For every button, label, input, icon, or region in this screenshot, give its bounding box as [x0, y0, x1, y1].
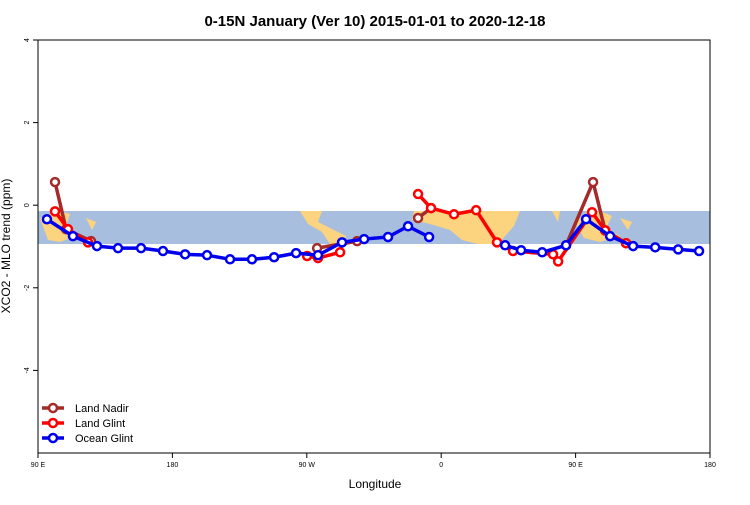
data-point	[470, 204, 482, 216]
plot-frame	[37, 39, 711, 454]
data-point	[358, 233, 370, 245]
legend-marker	[47, 402, 59, 414]
data-point	[224, 254, 236, 265]
data-point	[425, 202, 437, 214]
x-tick-label: 180	[167, 462, 179, 469]
data-point	[41, 213, 53, 225]
data-point	[491, 237, 503, 248]
data-point	[91, 240, 103, 252]
data-point	[499, 240, 511, 251]
data-point	[268, 251, 280, 263]
data-point	[336, 237, 348, 248]
x-tick-label: 0	[439, 462, 443, 469]
legend-label: Land Nadir	[75, 403, 129, 415]
y-tick-label: 0	[24, 203, 31, 207]
data-point	[290, 247, 302, 259]
x-tick-label: 90 E	[31, 462, 46, 469]
data-point	[112, 242, 124, 254]
data-point	[552, 256, 564, 267]
y-tick-label: 2	[24, 121, 31, 125]
legend-marker	[47, 417, 59, 429]
data-point	[201, 249, 213, 261]
data-point	[693, 245, 705, 257]
data-point	[382, 231, 394, 243]
data-point	[67, 230, 79, 242]
data-point	[627, 240, 639, 252]
x-tick-label: 180	[704, 462, 716, 469]
data-point	[672, 244, 684, 255]
data-point	[586, 206, 598, 218]
data-point	[157, 245, 169, 257]
data-point	[135, 242, 147, 254]
data-point	[423, 231, 435, 243]
data-point	[49, 176, 61, 188]
data-point	[649, 242, 661, 253]
y-tick-label: -4	[24, 367, 31, 373]
legend-label: Ocean Glint	[75, 433, 133, 445]
data-point	[448, 209, 460, 220]
data-point	[560, 240, 572, 251]
data-point	[412, 188, 424, 200]
y-tick-label: -2	[24, 285, 31, 291]
x-axis-title: Longitude	[349, 477, 402, 491]
data-point	[402, 221, 414, 232]
data-point	[536, 247, 548, 258]
y-tick-label: 4	[24, 38, 31, 42]
data-point	[604, 230, 616, 242]
legend-label: Land Glint	[75, 418, 125, 430]
y-axis-title: XCO2 - MLO trend (ppm)	[0, 179, 13, 314]
legend-marker	[47, 432, 59, 444]
x-tick-label: 90 W	[299, 462, 316, 469]
data-point	[246, 254, 258, 265]
data-point	[412, 212, 424, 224]
data-point	[334, 247, 346, 258]
chart-title: 0-15N January (Ver 10) 2015-01-01 to 202…	[204, 13, 545, 30]
data-point	[49, 206, 61, 217]
data-point	[515, 244, 527, 256]
x-tick-label: 90 E	[568, 462, 583, 469]
data-point	[580, 213, 592, 225]
data-point	[587, 176, 599, 188]
data-point	[179, 249, 191, 260]
data-point	[312, 249, 324, 261]
